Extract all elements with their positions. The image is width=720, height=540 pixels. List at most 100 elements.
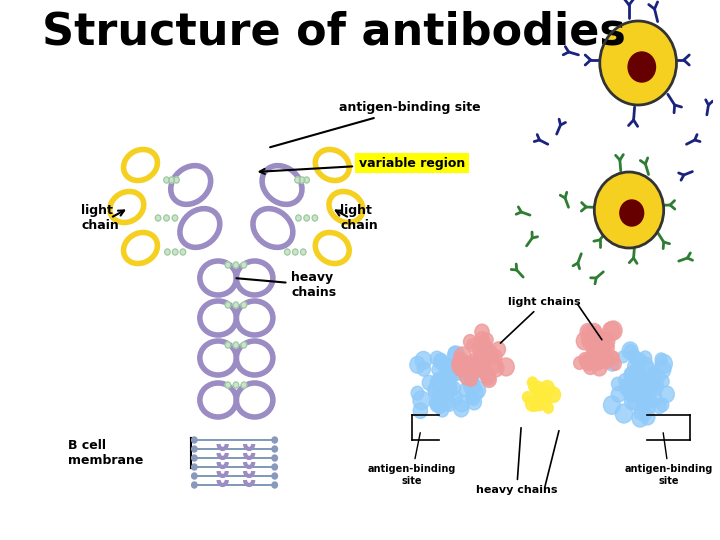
Circle shape — [482, 344, 497, 361]
Circle shape — [241, 342, 247, 348]
Circle shape — [631, 373, 645, 389]
Circle shape — [272, 482, 277, 488]
Circle shape — [632, 376, 645, 391]
Text: heavy chains: heavy chains — [476, 428, 557, 495]
Circle shape — [410, 356, 426, 373]
Circle shape — [272, 455, 277, 461]
Circle shape — [468, 393, 480, 406]
Circle shape — [626, 376, 642, 393]
Circle shape — [475, 349, 491, 367]
Circle shape — [241, 262, 247, 268]
Circle shape — [605, 321, 622, 340]
Circle shape — [585, 349, 603, 367]
Circle shape — [583, 359, 598, 374]
Circle shape — [592, 360, 607, 376]
Circle shape — [475, 324, 489, 340]
Circle shape — [435, 379, 450, 395]
Circle shape — [454, 347, 472, 366]
Circle shape — [611, 387, 626, 402]
Circle shape — [481, 369, 495, 385]
Circle shape — [450, 367, 462, 380]
Circle shape — [608, 351, 619, 364]
Circle shape — [300, 177, 305, 183]
Circle shape — [622, 342, 638, 360]
Circle shape — [438, 375, 450, 389]
Circle shape — [591, 347, 606, 364]
Circle shape — [441, 383, 453, 397]
Circle shape — [462, 370, 479, 389]
Circle shape — [592, 353, 607, 369]
Circle shape — [474, 337, 486, 349]
Circle shape — [588, 323, 601, 339]
Circle shape — [628, 350, 641, 364]
Circle shape — [635, 373, 647, 387]
Circle shape — [584, 333, 596, 347]
Circle shape — [593, 339, 608, 356]
Circle shape — [576, 332, 593, 350]
Circle shape — [618, 351, 629, 363]
Circle shape — [609, 357, 621, 370]
Circle shape — [660, 386, 675, 402]
Circle shape — [637, 372, 650, 386]
Circle shape — [624, 373, 636, 387]
Circle shape — [539, 391, 549, 402]
Circle shape — [580, 353, 596, 371]
Circle shape — [469, 352, 485, 370]
Circle shape — [639, 396, 656, 414]
Circle shape — [631, 372, 649, 390]
Circle shape — [431, 372, 449, 391]
Circle shape — [603, 322, 620, 341]
Circle shape — [634, 374, 647, 389]
Circle shape — [451, 364, 465, 380]
Circle shape — [596, 345, 611, 361]
Circle shape — [632, 409, 648, 427]
Circle shape — [174, 177, 179, 183]
Circle shape — [233, 342, 238, 348]
Circle shape — [648, 367, 660, 379]
Circle shape — [582, 353, 596, 368]
Circle shape — [634, 373, 648, 388]
Circle shape — [431, 397, 443, 410]
Circle shape — [441, 371, 454, 385]
Circle shape — [474, 348, 492, 368]
Circle shape — [464, 377, 480, 395]
Circle shape — [418, 362, 431, 376]
Circle shape — [434, 390, 445, 402]
Circle shape — [428, 383, 444, 400]
Circle shape — [631, 353, 647, 370]
Circle shape — [624, 367, 639, 383]
Circle shape — [478, 340, 490, 353]
Circle shape — [595, 348, 610, 363]
Circle shape — [456, 352, 467, 365]
Circle shape — [225, 302, 230, 308]
Circle shape — [535, 400, 545, 411]
Circle shape — [156, 215, 161, 221]
Circle shape — [454, 355, 469, 372]
Circle shape — [225, 342, 230, 348]
Circle shape — [454, 360, 469, 376]
Circle shape — [639, 361, 654, 377]
Circle shape — [163, 215, 169, 221]
Circle shape — [594, 336, 608, 352]
Circle shape — [433, 353, 448, 369]
Circle shape — [422, 375, 436, 390]
Circle shape — [591, 342, 608, 360]
Circle shape — [439, 383, 454, 399]
Circle shape — [436, 382, 446, 395]
Circle shape — [599, 347, 612, 362]
Circle shape — [629, 386, 643, 400]
Circle shape — [574, 356, 585, 369]
Circle shape — [272, 437, 277, 443]
Circle shape — [590, 349, 602, 362]
Circle shape — [634, 405, 648, 420]
Circle shape — [192, 482, 197, 488]
Circle shape — [467, 362, 480, 375]
Circle shape — [163, 177, 169, 183]
Circle shape — [535, 388, 548, 402]
Circle shape — [466, 383, 483, 402]
Circle shape — [165, 249, 170, 255]
Circle shape — [490, 350, 502, 363]
Circle shape — [618, 374, 631, 387]
Circle shape — [475, 348, 490, 364]
Circle shape — [480, 354, 492, 368]
